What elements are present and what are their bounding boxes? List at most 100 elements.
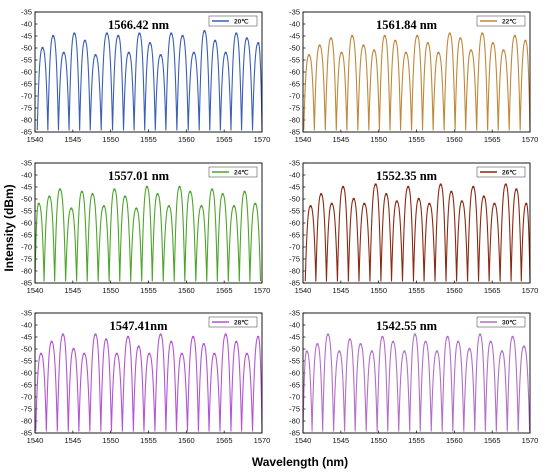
y-tick-label: -60 xyxy=(21,369,32,378)
x-tick-label: 1540 xyxy=(27,286,44,295)
data-point xyxy=(340,51,343,54)
data-point xyxy=(115,352,118,355)
data-point xyxy=(178,185,181,189)
data-point xyxy=(459,37,462,40)
peak-annotation: 1552.35 nm xyxy=(376,169,438,183)
data-point xyxy=(450,190,453,193)
x-tick-label: 1550 xyxy=(370,286,387,295)
data-point xyxy=(305,350,308,353)
y-tick-label: -35 xyxy=(21,159,32,168)
y-tick-label: -45 xyxy=(289,183,300,192)
data-point xyxy=(515,188,518,191)
data-point xyxy=(192,51,196,54)
data-point xyxy=(478,333,482,336)
data-point xyxy=(243,190,246,193)
data-point xyxy=(525,202,528,205)
data-point xyxy=(460,200,464,203)
data-point xyxy=(191,335,195,339)
x-tick-label: 1565 xyxy=(484,135,501,144)
y-tick-label: -80 xyxy=(289,417,300,426)
data-point xyxy=(257,42,260,45)
data-point xyxy=(123,195,127,198)
data-point xyxy=(338,350,341,353)
data-point xyxy=(145,185,149,189)
data-point xyxy=(210,188,214,191)
x-tick-label: 1540 xyxy=(27,135,44,144)
data-point xyxy=(80,190,84,193)
plot-frame xyxy=(34,11,263,133)
plot-frame xyxy=(302,312,531,434)
y-tick-label: -70 xyxy=(21,243,32,252)
plot-area xyxy=(303,313,530,433)
y-tick-label: -75 xyxy=(21,405,32,414)
x-tick-label: 1550 xyxy=(370,436,387,445)
y-tick-label: -60 xyxy=(21,68,32,77)
data-point xyxy=(61,333,65,336)
data-point xyxy=(203,30,206,33)
plot-frame xyxy=(34,312,263,434)
x-tick-label: 1555 xyxy=(408,135,425,144)
x-tick-label: 1570 xyxy=(522,135,539,144)
y-tick-label: -45 xyxy=(289,32,300,41)
data-point xyxy=(435,350,439,353)
x-tick-label: 1540 xyxy=(295,286,312,295)
data-point xyxy=(137,345,140,348)
data-point xyxy=(159,54,162,57)
data-point xyxy=(437,51,440,54)
x-tick-label: 1550 xyxy=(102,135,119,144)
data-point xyxy=(468,347,471,351)
data-point xyxy=(213,352,216,355)
data-point xyxy=(413,333,417,336)
data-point xyxy=(70,207,73,210)
data-point xyxy=(385,193,388,196)
x-tick-label: 1570 xyxy=(522,436,539,445)
y-tick-label: -65 xyxy=(289,231,300,240)
data-point xyxy=(170,32,173,35)
x-tick-label: 1560 xyxy=(178,135,195,144)
data-point xyxy=(253,202,257,205)
data-point xyxy=(138,32,141,35)
y-tick-label: -55 xyxy=(289,56,300,65)
x-tick-label: 1570 xyxy=(254,436,271,445)
y-tick-label: -70 xyxy=(289,393,300,402)
data-point xyxy=(363,202,366,205)
y-tick-label: -85 xyxy=(21,429,32,438)
y-tick-label: -70 xyxy=(289,92,300,101)
data-point xyxy=(362,44,365,47)
y-tick-label: -40 xyxy=(21,321,32,330)
legend-box xyxy=(208,316,258,328)
data-point xyxy=(481,32,484,35)
plot-area xyxy=(303,163,530,283)
data-point xyxy=(156,193,159,196)
y-tick-label: -60 xyxy=(289,219,300,228)
x-tick-label: 1545 xyxy=(332,436,349,445)
peak-annotation: 1547.41nm xyxy=(110,319,169,333)
y-tick-label: -65 xyxy=(289,381,300,390)
y-tick-label: -80 xyxy=(21,116,32,125)
data-point xyxy=(170,340,173,343)
y-tick-label: -85 xyxy=(21,279,32,288)
data-point xyxy=(91,193,94,196)
x-tick-label: 1550 xyxy=(102,436,119,445)
y-tick-label: -35 xyxy=(289,309,300,318)
x-tick-label: 1570 xyxy=(522,286,539,295)
data-point xyxy=(318,44,321,47)
y-tick-label: -35 xyxy=(289,159,300,168)
data-point xyxy=(330,202,333,205)
y-tick-label: -85 xyxy=(289,279,300,288)
data-point xyxy=(428,202,431,205)
data-point xyxy=(307,54,311,57)
data-point xyxy=(51,34,55,38)
y-tick-label: -60 xyxy=(289,369,300,378)
data-point xyxy=(316,343,319,346)
x-tick-label: 1565 xyxy=(484,436,501,445)
data-point xyxy=(404,51,408,54)
y-tick-label: -75 xyxy=(21,255,32,264)
x-tick-label: 1565 xyxy=(216,135,233,144)
data-point xyxy=(381,335,384,339)
x-tick-label: 1565 xyxy=(216,436,233,445)
data-point xyxy=(319,193,323,196)
legend-label: 30℃ xyxy=(502,319,517,327)
